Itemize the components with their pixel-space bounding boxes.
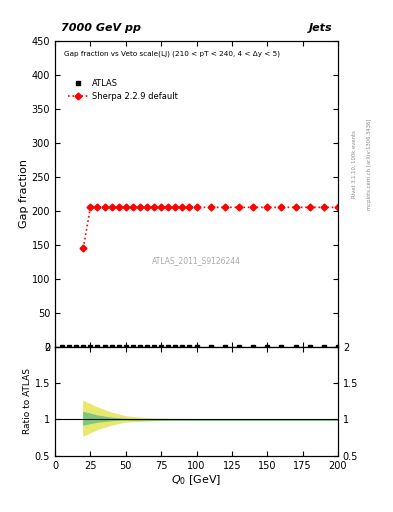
Text: Jets: Jets bbox=[309, 24, 332, 33]
Legend: ATLAS, Sherpa 2.2.9 default: ATLAS, Sherpa 2.2.9 default bbox=[68, 79, 178, 101]
Y-axis label: Ratio to ATLAS: Ratio to ATLAS bbox=[23, 368, 32, 434]
Text: Gap fraction vs Veto scale(LJ) (210 < pT < 240, 4 < Δy < 5): Gap fraction vs Veto scale(LJ) (210 < pT… bbox=[64, 50, 279, 57]
Text: mcplots.cern.ch [arXiv:1306.3436]: mcplots.cern.ch [arXiv:1306.3436] bbox=[367, 118, 373, 209]
Text: ATLAS_2011_S9126244: ATLAS_2011_S9126244 bbox=[152, 257, 241, 266]
Text: 7000 GeV pp: 7000 GeV pp bbox=[61, 24, 141, 33]
X-axis label: $Q_0$ [GeV]: $Q_0$ [GeV] bbox=[171, 473, 222, 487]
Text: Rivet 3.1.10, 100k events: Rivet 3.1.10, 100k events bbox=[352, 130, 357, 198]
Y-axis label: Gap fraction: Gap fraction bbox=[19, 159, 29, 228]
